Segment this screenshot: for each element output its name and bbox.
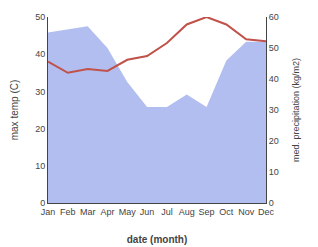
- svg-text:20: 20: [269, 136, 279, 146]
- svg-text:40: 40: [269, 74, 279, 84]
- svg-text:40: 40: [35, 49, 45, 59]
- svg-text:Apr: Apr: [100, 207, 114, 217]
- svg-text:30: 30: [35, 87, 45, 97]
- svg-text:0: 0: [40, 198, 45, 208]
- svg-text:0: 0: [269, 198, 274, 208]
- svg-text:Feb: Feb: [60, 207, 76, 217]
- svg-text:Jun: Jun: [140, 207, 155, 217]
- svg-text:Mar: Mar: [80, 207, 96, 217]
- svg-text:Aug: Aug: [179, 207, 195, 217]
- svg-text:med. precipitation (kg/m2): med. precipitation (kg/m2): [291, 58, 301, 162]
- svg-text:30: 30: [269, 105, 279, 115]
- svg-text:50: 50: [35, 12, 45, 22]
- svg-text:Jul: Jul: [161, 207, 173, 217]
- svg-text:Oct: Oct: [219, 207, 234, 217]
- svg-text:May: May: [119, 207, 137, 217]
- svg-text:10: 10: [269, 167, 279, 177]
- svg-text:max temp (C): max temp (C): [9, 80, 20, 141]
- svg-text:60: 60: [269, 12, 279, 22]
- svg-text:50: 50: [269, 43, 279, 53]
- svg-text:Jan: Jan: [41, 207, 56, 217]
- svg-text:Nov: Nov: [238, 207, 255, 217]
- svg-text:10: 10: [35, 161, 45, 171]
- svg-text:date (month): date (month): [127, 234, 188, 245]
- svg-text:Dec: Dec: [258, 207, 275, 217]
- svg-text:20: 20: [35, 124, 45, 134]
- svg-text:Sep: Sep: [199, 207, 215, 217]
